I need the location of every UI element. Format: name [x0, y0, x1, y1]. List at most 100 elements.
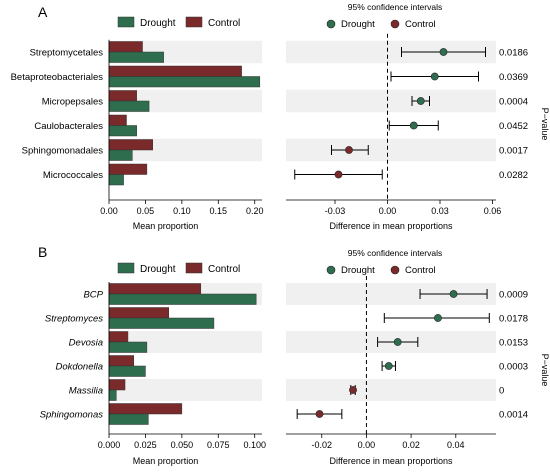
bar-drought	[108, 341, 148, 353]
ci-x-tick-label: -0.03	[325, 206, 346, 216]
bar-drought	[108, 293, 257, 305]
ci-row-stripe	[286, 89, 496, 113]
p-value: 0.0153	[499, 338, 528, 349]
ci-legend-marker-drought	[326, 265, 336, 275]
legend-swatch-control	[185, 262, 203, 274]
ci-x-tick-label: 0.00	[379, 206, 397, 216]
bar-x-tick-label: 0.100	[243, 440, 266, 450]
bar-drought	[108, 174, 124, 186]
category-label: BCP	[83, 290, 103, 301]
category-label: Devosia	[69, 338, 103, 349]
bar-x-tick-label: 0.10	[173, 206, 191, 216]
ci-row-stripe	[286, 40, 496, 64]
ci-point	[434, 314, 442, 322]
category-label: Sphingomonadales	[22, 146, 104, 157]
ci-legend: Drought Control	[326, 19, 436, 30]
bar-control	[108, 114, 127, 126]
ci-legend-marker-drought	[326, 19, 336, 29]
legend-swatch-drought	[117, 262, 135, 274]
bar-x-tick-label: 0.025	[134, 440, 157, 450]
bar-control	[108, 163, 148, 175]
ci-row-stripe	[286, 283, 496, 305]
panel-b: B Drought Control 95% confidence intervals D…	[38, 244, 550, 466]
ci-point	[334, 170, 343, 179]
ci-point	[315, 410, 324, 418]
bar-control	[108, 41, 143, 53]
bar-drought	[108, 100, 150, 112]
bar-drought	[108, 413, 149, 425]
bar-control	[108, 307, 169, 319]
ci-x-axis-title: Difference in mean proportions	[330, 221, 453, 231]
category-label: Micrococcales	[43, 170, 103, 181]
ci-legend-label-control: Control	[405, 19, 436, 30]
bar-drought	[108, 76, 261, 88]
ci-row-stripe	[286, 138, 496, 162]
bar-control	[108, 283, 202, 295]
bar-x-tick-label: 0.075	[207, 440, 230, 450]
bar-control	[108, 355, 135, 367]
bar-drought	[108, 317, 215, 329]
legend-label-drought: Drought	[140, 18, 176, 29]
bar-control	[108, 379, 126, 391]
bar-control	[108, 90, 137, 102]
bar-x-tick-label: 0.050	[171, 440, 194, 450]
ci-legend: Drought Control	[326, 265, 436, 276]
bar-drought	[108, 389, 117, 401]
p-value: 0.0017	[499, 146, 528, 157]
ci-row-stripe	[286, 379, 496, 401]
bar-x-axis-title: Mean proportion	[133, 221, 199, 231]
bar-drought	[108, 51, 164, 63]
ci-x-tick-label: 0.04	[447, 440, 465, 450]
category-label: Dokdonella	[55, 362, 103, 373]
bar-x-tick-label: 0.000	[98, 440, 121, 450]
panel-letter: A	[38, 4, 48, 20]
ci-point	[409, 121, 418, 130]
ci-point	[393, 338, 402, 346]
bar-control	[108, 65, 242, 77]
ci-point	[449, 290, 458, 298]
legend-label-drought: Drought	[140, 264, 176, 275]
row-stripe	[109, 331, 262, 353]
bar-control	[108, 331, 129, 343]
p-value-axis-label: P−value	[540, 108, 550, 141]
ci-legend-label-drought: Drought	[341, 265, 375, 276]
bar-control	[108, 403, 183, 415]
category-label: Caulobacterales	[34, 121, 103, 132]
ci-title: 95% confidence intervals	[348, 248, 443, 258]
ci-legend-label-drought: Drought	[341, 19, 375, 30]
legend-swatch-control	[185, 16, 203, 28]
bar-control	[108, 139, 153, 151]
ci-x-axis-title: Difference in mean proportions	[330, 456, 453, 466]
bar-x-tick-label: 0.05	[137, 206, 155, 216]
ci-x-tick-label: 0.02	[402, 440, 420, 450]
category-label: Streptomyces	[45, 314, 103, 325]
ci-point	[416, 97, 425, 105]
legend-swatch-drought	[117, 16, 135, 28]
ci-x-tick-label: 0.06	[484, 206, 502, 216]
ci-x-tick-label: 0.03	[431, 206, 449, 216]
bar-legend: Drought Control	[117, 16, 240, 29]
p-value: 0.0003	[499, 362, 528, 373]
p-value: 0.0009	[499, 290, 528, 301]
category-label: Sphingomonas	[40, 410, 104, 421]
ci-x-tick-label: 0.00	[358, 440, 376, 450]
row-stripe	[109, 379, 262, 401]
bar-drought	[108, 149, 133, 161]
ci-point	[430, 72, 439, 81]
p-value: 0.0178	[499, 314, 528, 325]
bar-x-tick-label: 0.15	[210, 206, 228, 216]
panel-a: A Drought Control 95% confidence intervals D…	[11, 2, 550, 231]
p-value: 0.0369	[499, 72, 528, 83]
category-label: Massilia	[69, 386, 103, 397]
category-label: Streptomycetales	[30, 48, 104, 59]
category-label: Micropepsales	[42, 97, 103, 108]
ci-point	[345, 146, 353, 154]
p-value: 0.0004	[499, 97, 528, 108]
bar-legend: Drought Control	[117, 262, 240, 275]
p-value-axis-label: P−value	[540, 354, 550, 387]
bar-x-tick-label: 0.00	[100, 206, 118, 216]
legend-label-control: Control	[208, 18, 240, 29]
p-value: 0.0452	[499, 121, 528, 132]
ci-point	[349, 386, 357, 394]
ci-legend-label-control: Control	[405, 265, 436, 276]
